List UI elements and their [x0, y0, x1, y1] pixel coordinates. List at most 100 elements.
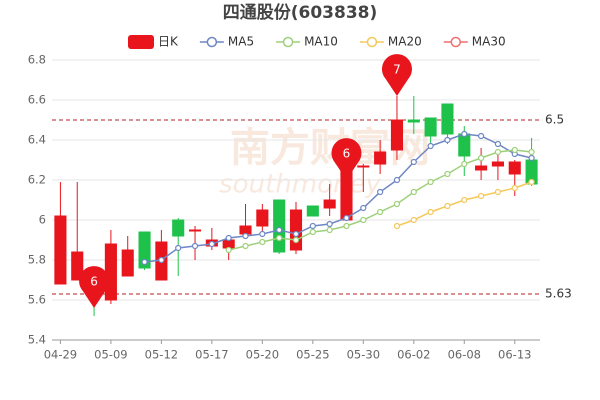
x-tick-label: 04-29 [44, 348, 77, 362]
reference-label: 5.63 [545, 287, 572, 301]
ma-point [410, 188, 417, 196]
reference-label: 6.5 [545, 113, 564, 127]
ma-point [528, 178, 535, 186]
x-tick-label: 05-09 [94, 348, 127, 362]
candle-body [54, 215, 67, 285]
ma-point [494, 148, 502, 156]
ma-point [292, 230, 300, 238]
y-tick-label: 6.2 [28, 173, 46, 187]
x-tick-label: 06-02 [397, 348, 430, 362]
ma-point [478, 132, 485, 140]
ma-point [427, 178, 434, 186]
candle-body [458, 133, 471, 157]
ma-point [511, 146, 518, 154]
candle-body [239, 225, 252, 235]
legend-label: MA30 [472, 35, 506, 49]
candle-body [172, 219, 185, 237]
candle-body [289, 209, 303, 251]
candle-body [441, 103, 454, 135]
legend-swatch [206, 36, 218, 48]
ma-line [396, 181, 532, 227]
y-tick-label: 6 [39, 213, 46, 227]
ma-point [276, 226, 283, 234]
legend-swatch [450, 36, 462, 48]
candle-body [138, 231, 151, 269]
ma-point [528, 154, 535, 162]
ma-point [377, 188, 384, 196]
candle-body [374, 151, 387, 165]
y-tick-label: 5.8 [28, 253, 46, 267]
pin-label: 6 [343, 147, 351, 161]
x-tick-label: 06-13 [498, 348, 531, 362]
legend-label: MA5 [228, 35, 254, 49]
ma-point [393, 222, 401, 230]
ma-point [511, 184, 518, 192]
ma-point [292, 236, 300, 244]
y-tick-label: 6.4 [28, 133, 46, 147]
ma-point [343, 222, 350, 230]
ma-point [309, 228, 316, 236]
pin-marker [381, 54, 412, 96]
ma-point [427, 208, 434, 216]
ma-point [444, 202, 451, 210]
candle-body [188, 229, 202, 232]
ma-point [225, 234, 232, 242]
legend-label: MA20 [388, 35, 422, 49]
candle-body [508, 161, 521, 175]
ma-point [444, 136, 451, 144]
chart-title: 四通股份(603838) [223, 2, 378, 23]
ma-point [410, 158, 417, 166]
candle-body [491, 161, 504, 167]
y-tick-label: 5.6 [28, 293, 46, 307]
ma-point [309, 222, 316, 230]
candle-body [424, 117, 437, 137]
x-tick-label: 05-17 [195, 348, 228, 362]
ma-point [259, 238, 266, 246]
pin-marker [331, 138, 362, 180]
ma-point [494, 140, 502, 148]
candle-body [222, 239, 235, 249]
candle-body [357, 165, 370, 168]
ma-point [326, 226, 333, 234]
ma-point [478, 154, 485, 162]
ma-point [444, 170, 451, 178]
legend-label: MA10 [304, 35, 338, 49]
x-tick-label: 06-08 [448, 348, 481, 362]
pin-marker [79, 266, 110, 308]
ma-point [427, 142, 434, 150]
ma-point [343, 214, 350, 222]
watermark-sub: southmoney [219, 170, 381, 200]
ma-point [276, 234, 283, 242]
legend-swatch [366, 36, 378, 48]
ma-point [461, 160, 468, 168]
ma-point [225, 246, 232, 254]
candle-body [306, 205, 319, 217]
ma-point [242, 232, 249, 240]
candle-body [407, 119, 420, 123]
x-tick-label: 05-30 [347, 348, 380, 362]
ma-point [208, 240, 215, 248]
candle-body [71, 251, 84, 281]
candle-body [323, 199, 336, 209]
ma-point [360, 216, 367, 224]
ma-point [410, 216, 417, 224]
ma-point [158, 256, 165, 264]
y-tick-label: 6.8 [28, 53, 46, 67]
ma-point [326, 220, 333, 228]
ma-point [191, 242, 199, 250]
ma-point [242, 242, 249, 250]
y-tick-label: 5.4 [28, 333, 46, 347]
candle-body [121, 249, 134, 277]
x-tick-label: 05-25 [296, 348, 329, 362]
ma-point [461, 196, 468, 204]
ma-point [259, 230, 266, 238]
ma-point [461, 130, 468, 138]
pin-label: 6 [90, 275, 98, 289]
x-tick-label: 05-12 [145, 348, 178, 362]
y-tick-label: 6.6 [28, 93, 46, 107]
pin-label: 7 [393, 63, 401, 77]
candle-body [256, 209, 269, 227]
ma-point [360, 204, 367, 212]
ma-point [175, 244, 182, 252]
